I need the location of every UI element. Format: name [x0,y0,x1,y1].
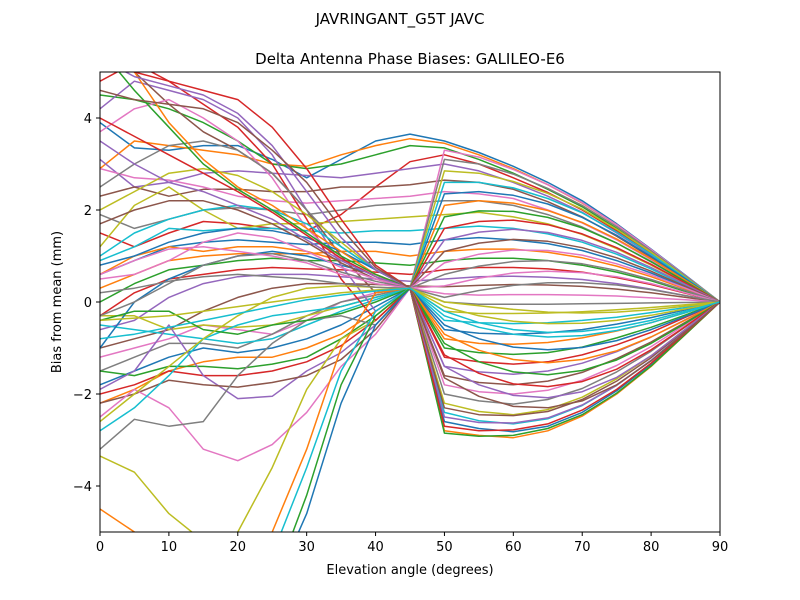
series-line-s04 [100,154,720,303]
figure-suptitle: JAVRINGANT_G5T JAVC [315,10,485,29]
series-line-s06 [100,179,720,303]
series-line-s60 [100,287,720,340]
x-tick-label: 10 [161,540,178,555]
y-tick-label: 2 [84,204,92,219]
x-tick-label: 60 [505,540,522,555]
x-tick-label: 30 [298,540,315,555]
y-tick-label: 4 [84,112,92,127]
series-line-s03 [100,94,720,303]
series-line-s10 [100,225,720,303]
y-axis: −4 −2 0 2 4 [73,112,100,495]
x-tick-label: 90 [712,540,729,555]
x-tick-label: 80 [643,540,660,555]
chart-title: Delta Antenna Phase Biases: GALILEO-E6 [255,50,565,68]
series-line-s15 [100,273,720,331]
x-tick-label: 70 [574,540,591,555]
x-tick-label: 50 [436,540,453,555]
y-tick-label: −2 [73,388,92,403]
x-tick-label: 20 [230,540,247,555]
y-tick-label: 0 [84,296,92,311]
series-layer [100,72,720,532]
series-line-s01 [100,121,720,303]
x-tick-label: 40 [367,540,384,555]
series-line-s14 [100,266,720,317]
y-axis-label: Bias from mean (mm) [50,231,65,373]
y-tick-label: −4 [73,480,92,495]
series-line-s07 [100,167,720,303]
x-tick-label: 0 [96,540,104,555]
series-line-s12 [100,248,720,303]
x-axis-label: Elevation angle (degrees) [326,563,493,578]
x-axis: 0 10 20 30 40 50 60 70 80 90 [96,532,728,555]
